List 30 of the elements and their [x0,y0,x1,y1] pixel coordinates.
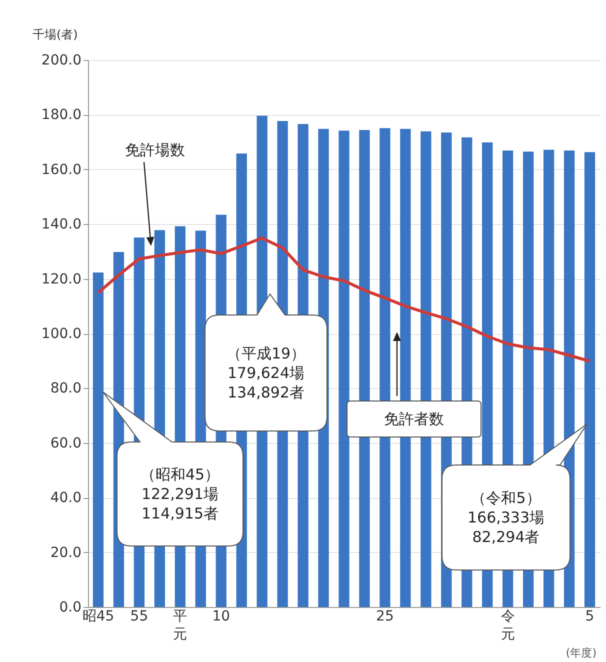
line-series [96,236,592,363]
y-tick-label: 20.0 [50,544,82,561]
bar [92,272,104,607]
x-axis-title: (年度) [566,646,596,660]
y-tick-label: 160.0 [41,162,82,178]
y-tick-label: 200.0 [41,52,82,68]
x-tick-label: 10 [212,608,230,624]
bar [359,130,370,607]
x-tick-label: 平元 [173,608,188,642]
bar [338,130,350,607]
text: 免許場数 [125,141,185,159]
y-tick-label: 140.0 [41,216,82,233]
annotation: （令和5） 166,333場 82,294者 [467,489,545,546]
y-tick-label: 120.0 [41,271,82,288]
bar [584,152,596,607]
y-axis-title: 千場(者) [32,28,78,42]
annotation: （平成19） 179,624場 134,892者 [226,344,306,402]
y-tick-label: 100.0 [41,326,82,342]
y-tick-label: 60.0 [50,435,82,452]
annotation: （昭和45） 122,291場 114,915者 [140,466,220,522]
x-tick-label: 25 [376,608,394,624]
y-tick-label: 80.0 [50,380,82,397]
y-tick-label: 40.0 [50,490,82,506]
x-tick-label: 令元 [500,608,515,642]
x-tick-label: 5 [585,608,594,624]
y-tick-label: 0.0 [59,600,82,616]
y-tick-label: 180.0 [41,107,82,124]
x-tick-label: 55 [130,608,148,624]
text: 免許者数 [384,410,444,428]
x-tick-label: 昭45 [82,608,114,624]
